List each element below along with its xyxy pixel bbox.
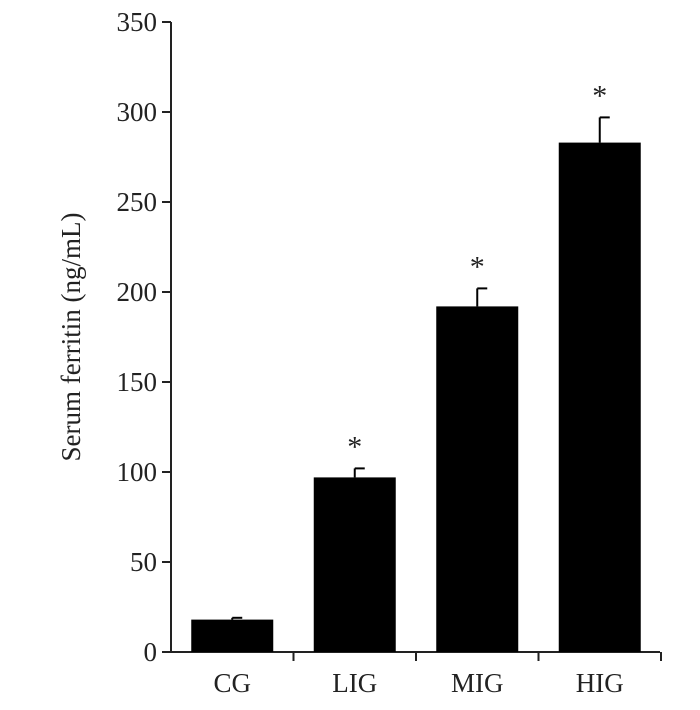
y-tick-label: 200 <box>117 277 158 307</box>
bars <box>191 142 641 652</box>
y-tick-label: 100 <box>117 457 158 487</box>
significance-star: * <box>347 430 362 463</box>
bar <box>436 306 519 652</box>
bar <box>313 477 396 652</box>
y-tick-label: 250 <box>117 187 158 217</box>
x-tick-label: LIG <box>332 668 377 698</box>
y-tick-label: 300 <box>117 97 158 127</box>
y-tick-label: 50 <box>130 547 157 577</box>
significance-star: * <box>470 250 485 283</box>
bar <box>558 142 641 652</box>
y-tick-label: 150 <box>117 367 158 397</box>
significance-markers: * * * <box>347 79 607 463</box>
significance-star: * <box>592 79 607 112</box>
error-bars <box>231 116 610 620</box>
y-ticks: 0 50 100 150 200 250 300 350 <box>117 7 171 667</box>
x-tick-label: MIG <box>451 668 504 698</box>
x-tick-labels: CG LIG MIG HIG <box>213 652 662 698</box>
x-tick-label: CG <box>213 668 251 698</box>
y-tick-label: 350 <box>117 7 158 37</box>
y-axis-label: Serum ferritin (ng/mL) <box>56 213 86 462</box>
y-tick-label: 0 <box>144 637 158 667</box>
bar <box>191 619 274 652</box>
x-tick-label: HIG <box>576 668 624 698</box>
